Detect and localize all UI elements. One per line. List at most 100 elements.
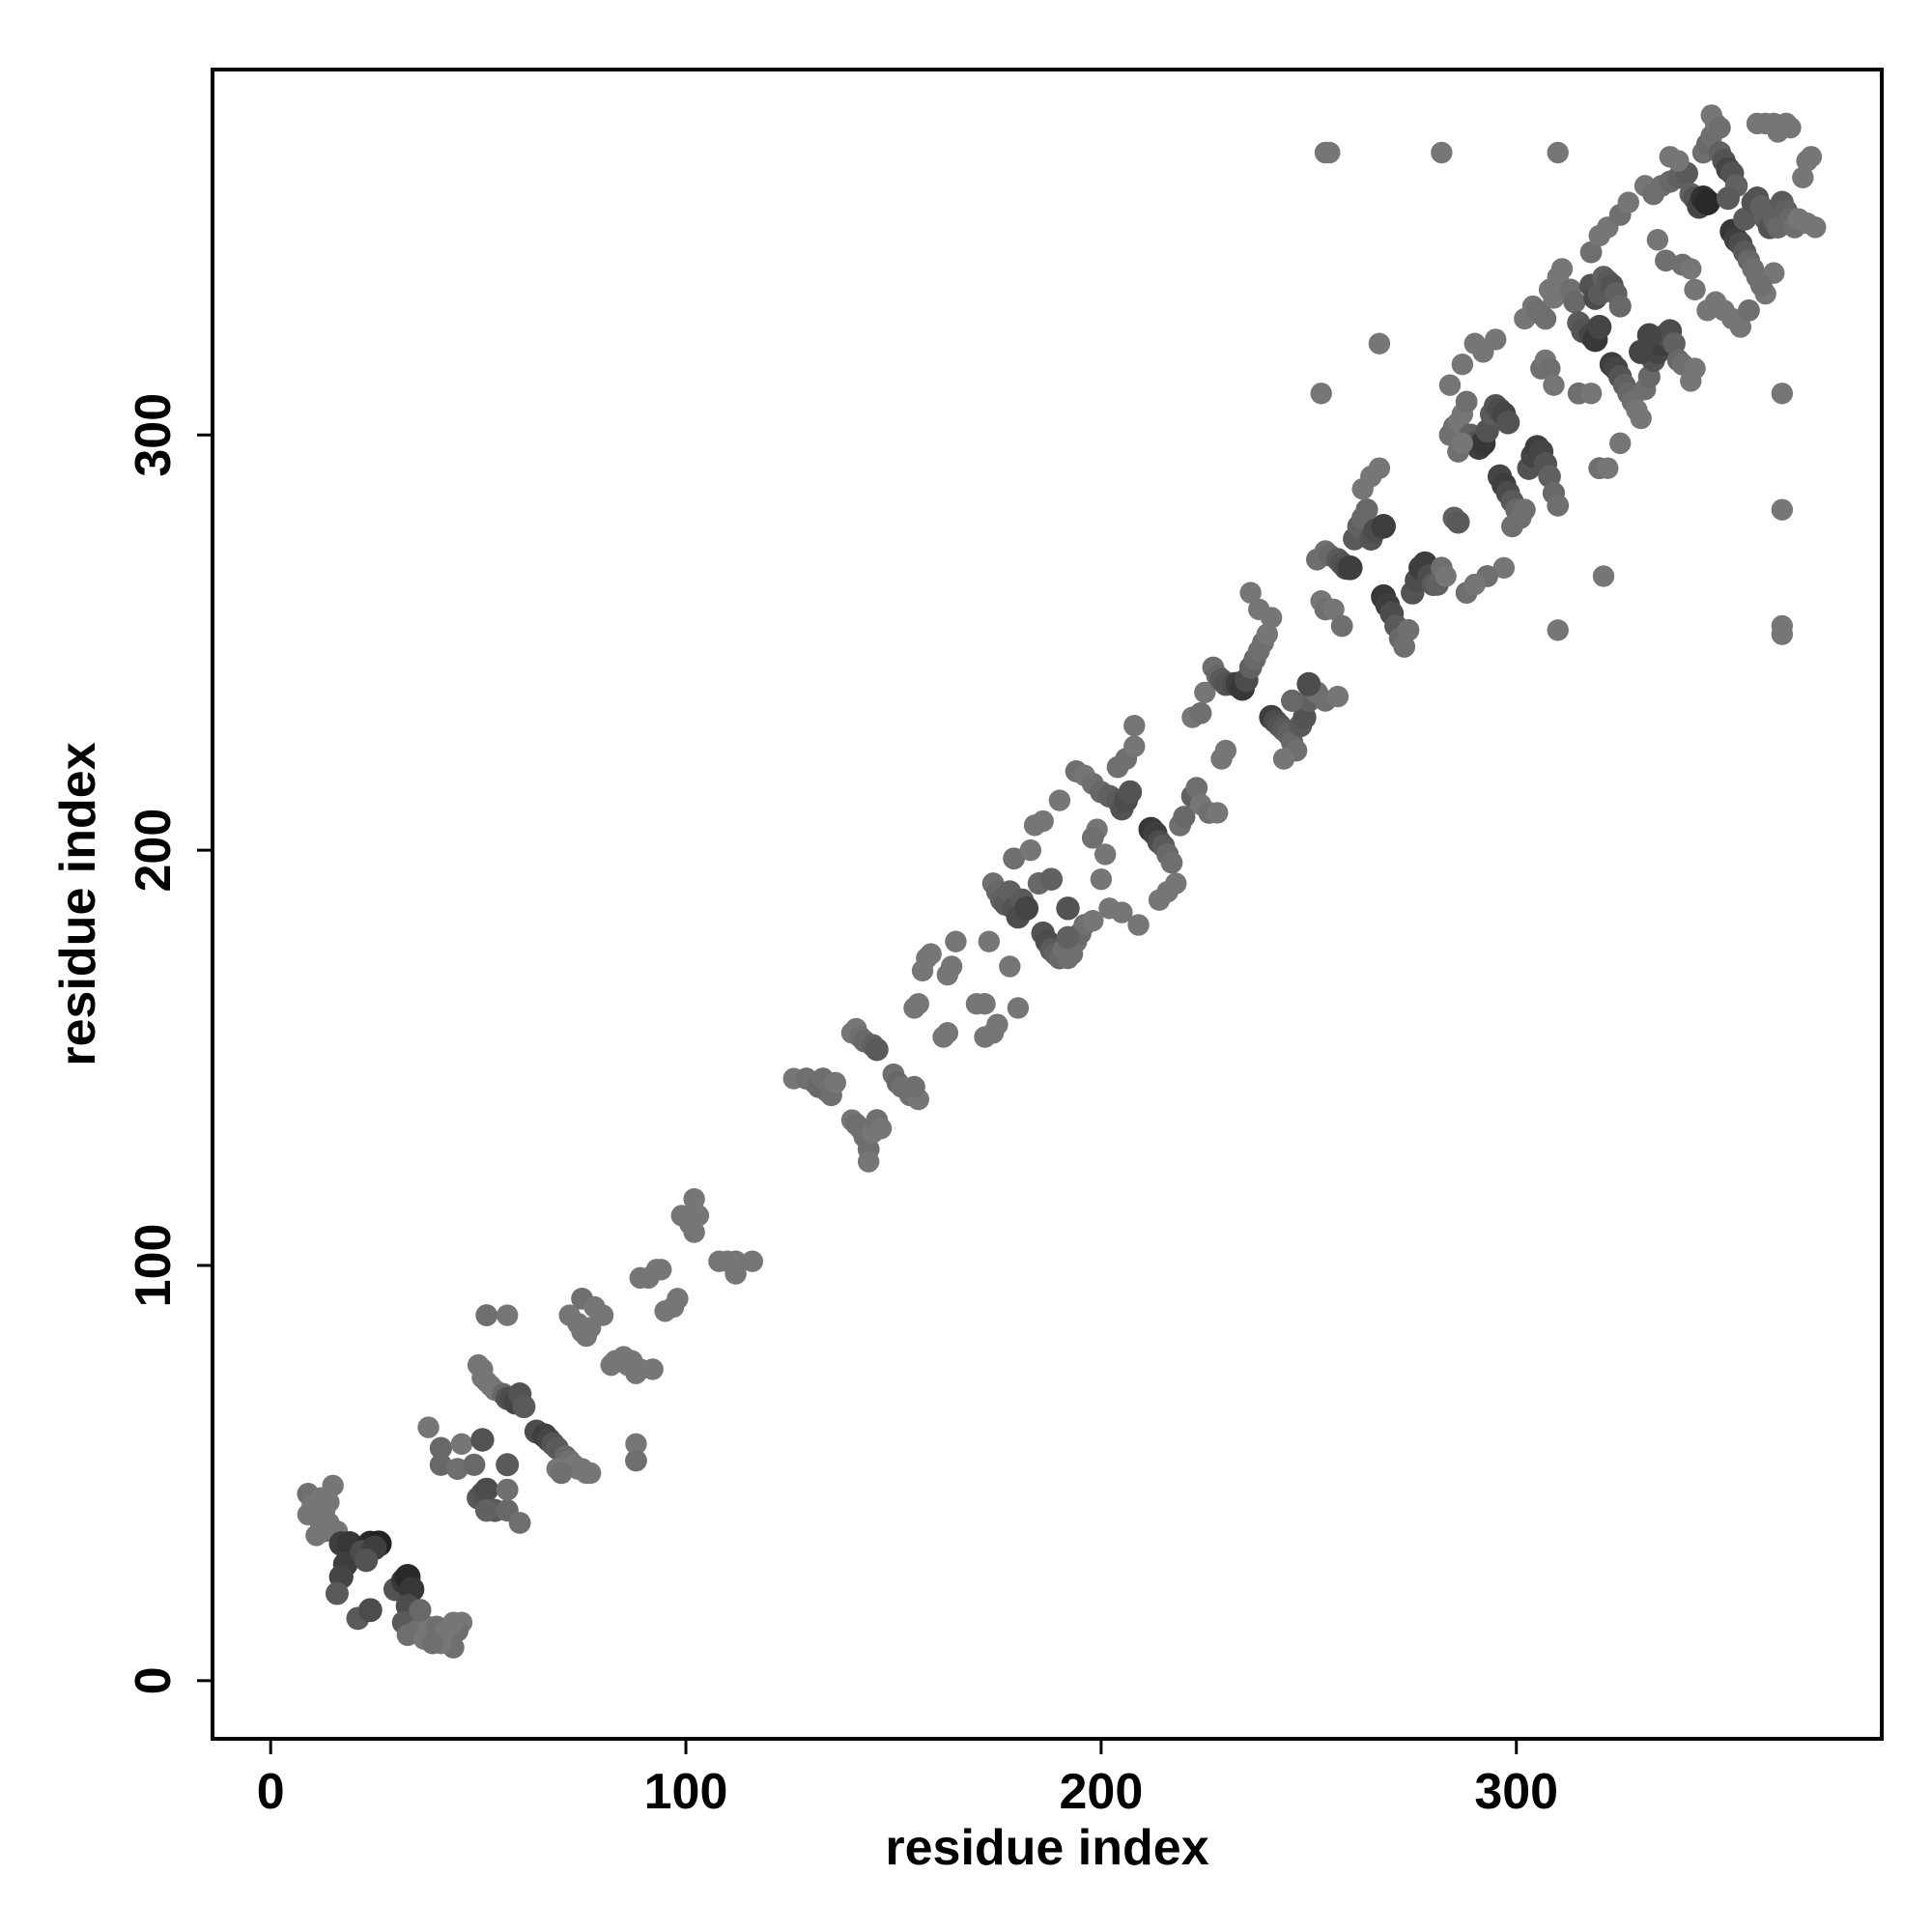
data-point: [1256, 623, 1279, 645]
data-point: [1771, 498, 1794, 521]
data-point: [1485, 328, 1507, 351]
y-tick-label: 100: [126, 1224, 182, 1308]
data-point: [1538, 357, 1561, 380]
data-point: [409, 1599, 432, 1622]
data-point: [1090, 868, 1113, 891]
data-point: [1771, 383, 1794, 405]
data-point: [1326, 685, 1350, 708]
data-point: [1547, 494, 1570, 517]
ticks-layer: 0 100 200 300 0 100 200 300: [126, 393, 1558, 1820]
data-point: [429, 1436, 453, 1460]
data-point: [1694, 189, 1720, 215]
data-point: [1579, 383, 1603, 405]
data-point: [1597, 457, 1619, 479]
x-tick-label: 300: [1474, 1764, 1558, 1820]
data-point: [508, 1512, 531, 1534]
data-point: [463, 1453, 486, 1476]
data-point: [1148, 889, 1171, 911]
data-point: [920, 943, 942, 965]
data-point: [1272, 748, 1295, 770]
data-point: [429, 1453, 453, 1476]
data-point: [1617, 191, 1639, 213]
data-point: [496, 1304, 519, 1326]
data-point: [1127, 914, 1150, 936]
data-point: [625, 1433, 647, 1456]
data-point: [1792, 166, 1814, 188]
data-point: [305, 1524, 327, 1547]
data-point: [1451, 432, 1474, 455]
data-point: [1680, 258, 1702, 280]
data-point: [903, 1075, 925, 1098]
x-axis-title: residue index: [885, 1820, 1208, 1876]
data-point: [1455, 390, 1478, 413]
data-point: [724, 1250, 747, 1272]
data-point: [1667, 150, 1690, 172]
data-point: [1371, 514, 1396, 539]
data-point: [857, 1151, 880, 1173]
data-point: [1547, 141, 1569, 164]
data-point: [1397, 618, 1420, 641]
data-point: [421, 1632, 444, 1655]
data-point: [1800, 146, 1823, 168]
points-layer: [297, 104, 1827, 1659]
data-point: [591, 1304, 614, 1326]
data-point: [354, 1548, 379, 1573]
data-point: [325, 1581, 349, 1605]
data-point: [1173, 806, 1196, 829]
data-point: [1587, 314, 1612, 340]
data-point: [1003, 847, 1026, 870]
data-point: [1708, 116, 1731, 139]
data-point: [1094, 843, 1117, 866]
x-tick-label: 0: [257, 1764, 285, 1820]
data-point: [683, 1221, 705, 1243]
data-point: [1189, 701, 1212, 724]
data-point: [1771, 623, 1794, 645]
data-point: [1492, 556, 1516, 580]
data-point: [625, 1449, 647, 1472]
data-point: [1123, 714, 1146, 737]
data-point: [1082, 909, 1104, 932]
data-point: [1056, 896, 1080, 921]
data-point: [945, 930, 967, 952]
data-point: [474, 1477, 499, 1502]
data-point: [1729, 316, 1752, 338]
data-point: [1123, 735, 1146, 757]
data-point: [641, 1358, 664, 1380]
data-point: [1160, 851, 1183, 874]
data-point: [1296, 671, 1321, 696]
x-tick-label: 200: [1059, 1764, 1143, 1820]
data-point: [1310, 383, 1332, 405]
data-point: [869, 1117, 893, 1140]
data-point: [824, 1071, 846, 1094]
data-point: [986, 1013, 1009, 1036]
data-point: [1630, 407, 1652, 430]
data-point: [1019, 838, 1042, 862]
data-point: [1322, 598, 1345, 621]
data-point: [1804, 216, 1827, 239]
data-point: [297, 1503, 320, 1526]
data-point: [650, 1259, 672, 1281]
data-point: [687, 1205, 710, 1227]
data-point: [1039, 867, 1064, 892]
data-point: [1779, 116, 1802, 139]
data-point: [974, 992, 996, 1015]
plot-frame: [211, 68, 1884, 1741]
data-point: [313, 1499, 336, 1521]
data-point: [683, 1187, 705, 1210]
data-point: [1248, 598, 1270, 621]
data-point: [1032, 810, 1054, 833]
data-point: [1451, 353, 1474, 376]
data-point: [1738, 298, 1760, 322]
data-point: [496, 1478, 519, 1501]
data-point: [1435, 565, 1457, 587]
data-point: [579, 1462, 602, 1485]
data-point: [1330, 614, 1353, 638]
data-point: [1165, 872, 1187, 895]
data-point: [1592, 565, 1615, 587]
data-point: [1550, 258, 1574, 280]
data-point: [1749, 274, 1773, 297]
data-point: [1636, 323, 1662, 348]
y-tick-label: 300: [126, 393, 182, 477]
